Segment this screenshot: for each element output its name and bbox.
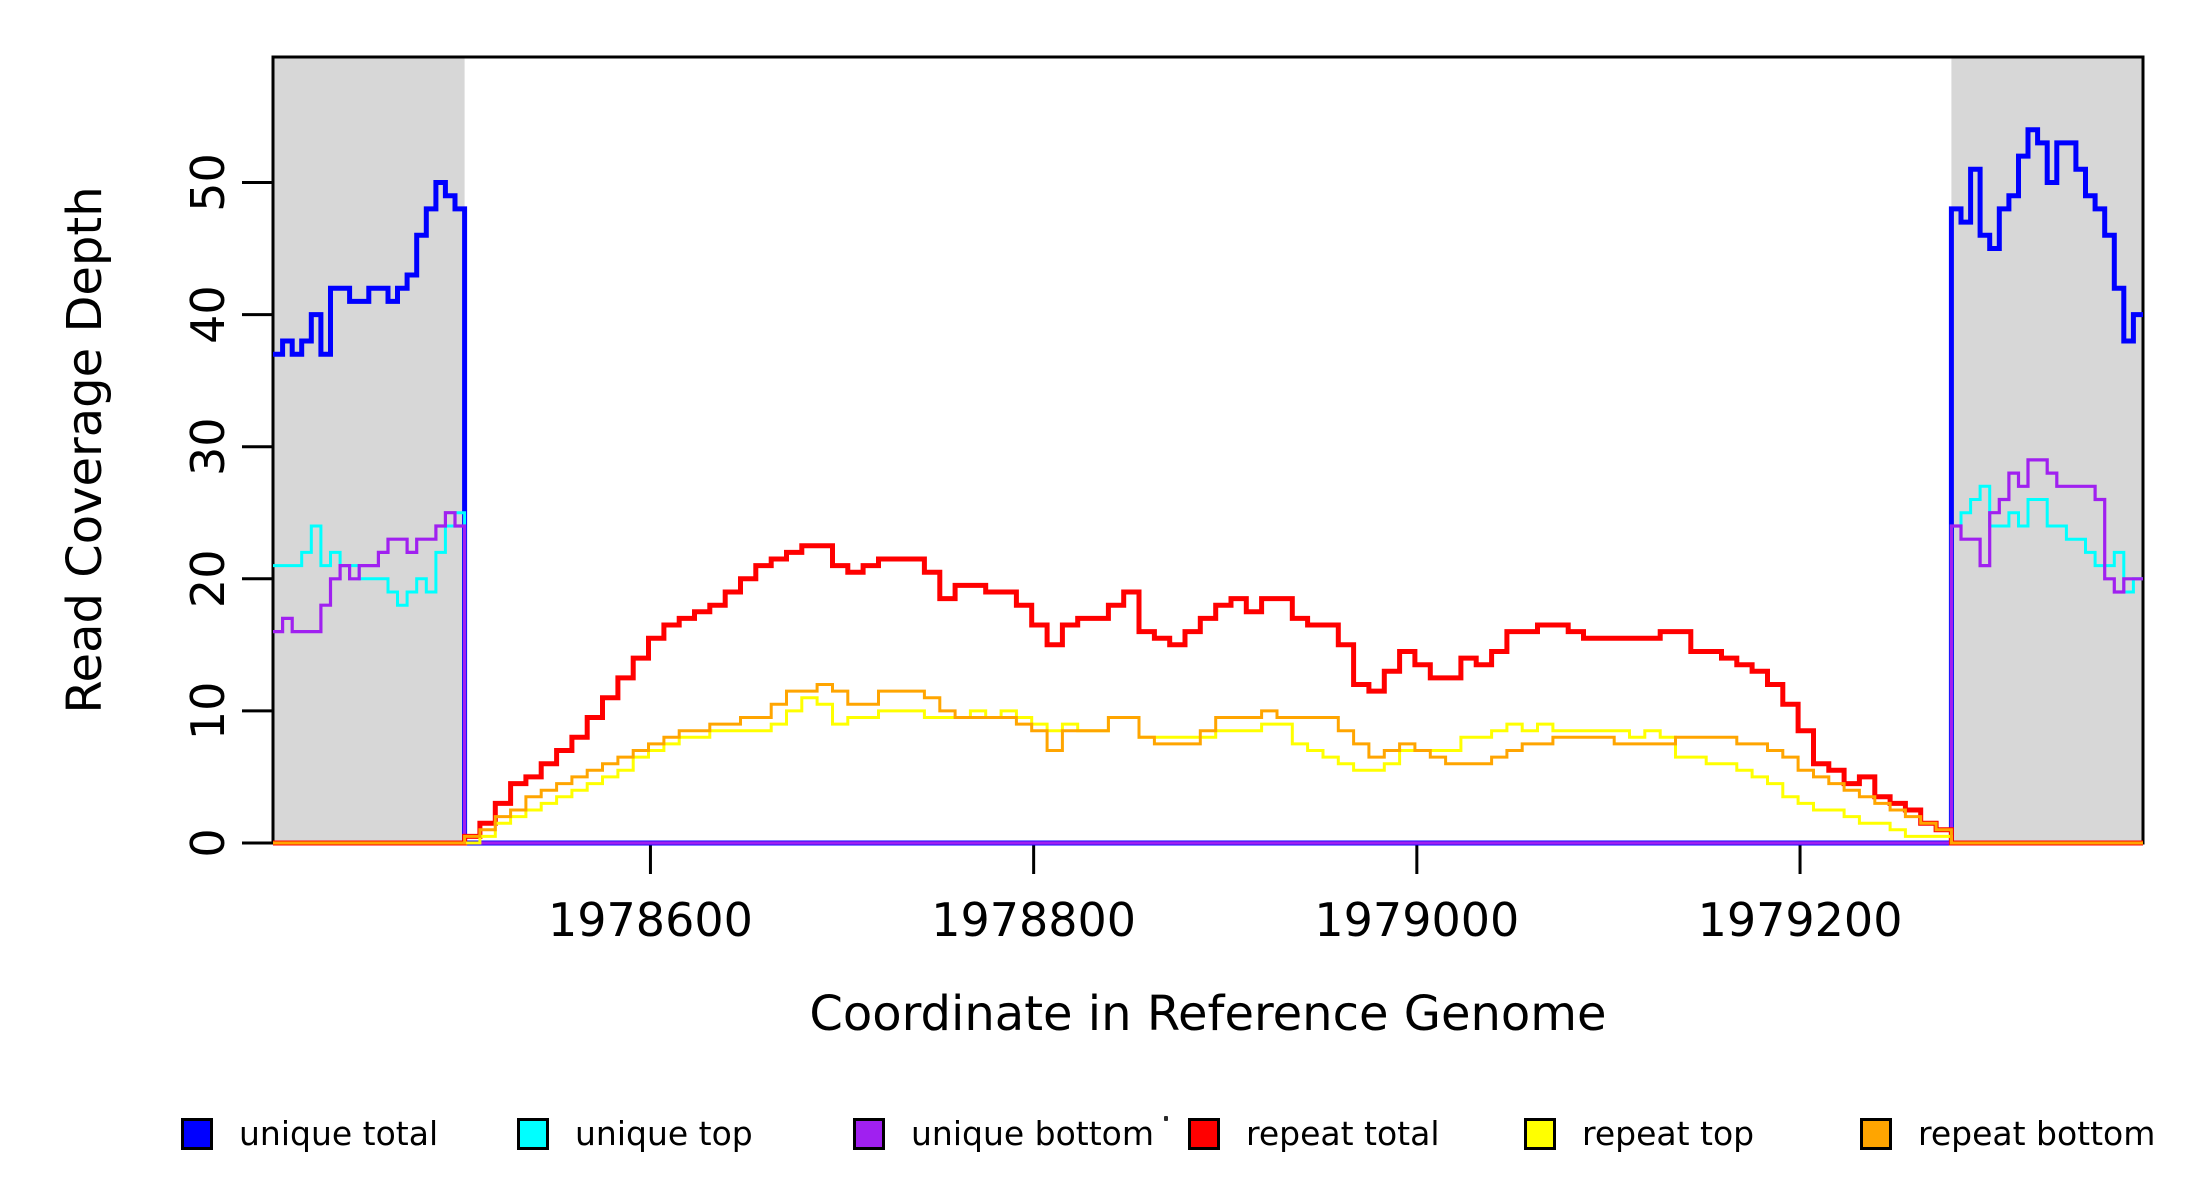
y-tick-label: 0 (181, 828, 235, 857)
legend-label: unique total (239, 1114, 439, 1153)
unique-top-swatch-icon (517, 1118, 549, 1150)
repeat-total-line (273, 543, 2143, 846)
legend-label: unique bottom (911, 1114, 1155, 1153)
unique-bottom-line (273, 458, 2143, 845)
legend-item-unique-total: unique total (181, 1117, 438, 1151)
unique-bottom-swatch-icon (853, 1118, 885, 1150)
repeat-top-swatch-icon (1524, 1118, 1556, 1150)
y-tick-label: 10 (181, 682, 235, 741)
legend-label: unique top (575, 1114, 753, 1153)
legend-item-unique-bottom: unique bottom (853, 1117, 1154, 1151)
x-tick-label: 1978600 (548, 893, 753, 947)
legend-item-repeat-bottom: repeat bottom (1860, 1117, 2155, 1151)
repeat-bottom-line (273, 683, 2143, 845)
plot-border (271, 55, 2145, 845)
repeat-total-swatch-icon (1188, 1118, 1220, 1150)
repeat-bottom-swatch-icon (1860, 1118, 1892, 1150)
unique-total-swatch-icon (181, 1118, 213, 1150)
x-tick-label: 1979000 (1314, 893, 1519, 947)
x-tick-label: 1978800 (931, 893, 1136, 947)
y-tick-label: 50 (181, 153, 235, 212)
stray-dot-mark (1164, 1116, 1168, 1121)
legend-label: repeat top (1582, 1114, 1755, 1153)
legend-label: repeat total (1246, 1114, 1440, 1153)
shaded-region (273, 57, 465, 843)
legend-item-repeat-top: repeat top (1524, 1117, 1754, 1151)
legend-item-repeat-total: repeat total (1188, 1117, 1440, 1151)
y-axis-title: Read Coverage Depth (57, 186, 113, 714)
shaded-region (1951, 57, 2143, 843)
legend-label: repeat bottom (1918, 1114, 2156, 1153)
x-tick-label: 1979200 (1698, 893, 1903, 947)
y-tick-label: 30 (181, 417, 235, 476)
x-axis-title: Coordinate in Reference Genome (809, 986, 1607, 1042)
legend-item-unique-top: unique top (517, 1117, 753, 1151)
y-tick-label: 40 (181, 285, 235, 344)
repeat-top-line (273, 696, 2143, 845)
y-tick-label: 20 (181, 550, 235, 609)
